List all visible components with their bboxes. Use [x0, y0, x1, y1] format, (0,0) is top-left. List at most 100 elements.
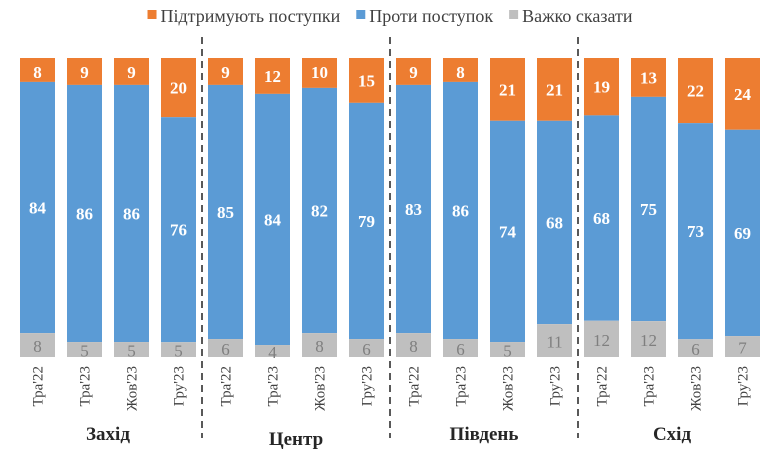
data-label: 15 [358, 71, 375, 90]
group-label: Схід [653, 424, 692, 445]
bar-segment [161, 58, 196, 118]
legend-swatch [509, 10, 519, 19]
data-label: 8 [33, 337, 42, 356]
bar-segment [255, 93, 290, 346]
x-tick-label: Жов'23 [689, 366, 705, 411]
bar-segment [584, 58, 619, 116]
bar-segment [302, 87, 337, 334]
bar-segment [725, 58, 760, 130]
bar-segment [490, 120, 525, 343]
x-tick-label: Гру'23 [172, 366, 188, 406]
group-label: Південь [450, 424, 519, 445]
x-tick-label: Тра'23 [642, 366, 658, 406]
data-label: 13 [640, 68, 657, 87]
legend-label: Проти поступок [369, 6, 493, 26]
data-label: 68 [593, 209, 610, 228]
bar-segment [349, 339, 384, 357]
data-label: 24 [734, 85, 752, 104]
data-label: 5 [174, 342, 183, 361]
data-label: 21 [546, 80, 563, 99]
bar-segment [20, 58, 55, 82]
bar-segment [631, 96, 666, 322]
x-tick-label: Жов'23 [125, 366, 141, 411]
data-label: 9 [221, 63, 230, 82]
data-label: 6 [456, 340, 465, 359]
bar-segment [208, 339, 243, 357]
bar-segment [584, 115, 619, 321]
legend-swatch [356, 10, 366, 19]
group-label: Центр [269, 429, 323, 450]
data-label: 9 [80, 63, 89, 82]
bar-segment [678, 58, 713, 124]
data-label: 6 [691, 340, 700, 359]
bar-segment [631, 321, 666, 357]
bar-segment [584, 320, 619, 357]
data-label: 4 [268, 343, 277, 362]
data-label: 9 [409, 63, 418, 82]
bar-segment [443, 81, 478, 340]
data-label: 7 [738, 339, 747, 358]
data-label: 86 [452, 201, 469, 220]
x-tick-label: Тра'23 [78, 366, 94, 406]
bar-segment [537, 120, 572, 325]
bar-segment [490, 342, 525, 357]
data-label: 6 [362, 340, 371, 359]
x-tick-label: Жов'23 [313, 366, 329, 411]
data-label: 19 [593, 78, 610, 97]
x-tick-label: Тра'22 [407, 366, 423, 406]
data-label: 86 [76, 204, 93, 223]
bar-segment [67, 342, 102, 357]
data-label: 6 [221, 340, 230, 359]
data-label: 11 [546, 333, 562, 352]
legend-swatch [147, 10, 157, 19]
data-label: 73 [687, 222, 704, 241]
data-label: 75 [640, 200, 657, 219]
x-tick-label: Тра'22 [219, 366, 235, 406]
legend-label: Підтримують поступки [161, 6, 341, 26]
data-label: 5 [127, 342, 136, 361]
bar-segment [114, 342, 149, 357]
data-label: 8 [33, 63, 42, 82]
data-label: 68 [546, 213, 563, 232]
x-tick-label: Тра'23 [266, 366, 282, 406]
data-label: 8 [409, 337, 418, 356]
bar-segment [161, 342, 196, 357]
data-label: 8 [315, 337, 324, 356]
legend-label: Важко сказати [522, 6, 633, 26]
data-label: 86 [123, 204, 140, 223]
data-label: 83 [405, 200, 422, 219]
bar-segment [302, 333, 337, 357]
x-tick-label: Тра'23 [454, 366, 470, 406]
bar-segment [396, 58, 431, 85]
data-label: 12 [640, 331, 657, 350]
data-label: 74 [499, 222, 517, 241]
bar-segment [490, 58, 525, 121]
x-tick-label: Гру'23 [736, 366, 752, 406]
bar-segment [208, 84, 243, 340]
bar-segment [349, 58, 384, 103]
x-tick-label: Тра'22 [595, 366, 611, 406]
x-tick-label: Гру'23 [360, 366, 376, 406]
bar-segment [208, 58, 243, 85]
x-tick-label: Жов'23 [501, 366, 517, 411]
bar-segment [537, 324, 572, 357]
bar-segment [20, 81, 55, 334]
x-tick-label: Гру'23 [548, 366, 564, 406]
bar-segment [396, 84, 431, 334]
data-label: 9 [127, 63, 136, 82]
bar-segment [678, 123, 713, 340]
data-label: 12 [264, 67, 281, 86]
data-label: 85 [217, 203, 234, 222]
data-label: 21 [499, 80, 516, 99]
bar-segment [114, 84, 149, 343]
data-label: 5 [503, 342, 512, 361]
bar-segment [255, 58, 290, 94]
data-label: 69 [734, 224, 751, 243]
bar-segment [302, 58, 337, 88]
x-tick-label: Тра'22 [31, 366, 47, 406]
data-label: 5 [80, 342, 89, 361]
data-label: 79 [358, 212, 375, 231]
data-label: 22 [687, 82, 704, 101]
bar-segment [161, 117, 196, 343]
